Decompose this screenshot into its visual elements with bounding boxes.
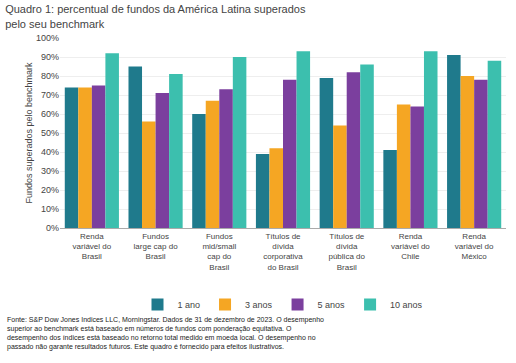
- svg-text:1 ano: 1 ano: [178, 300, 201, 310]
- svg-text:50%: 50%: [41, 128, 59, 138]
- svg-text:80%: 80%: [41, 71, 59, 81]
- svg-text:20%: 20%: [41, 185, 59, 195]
- svg-text:5 anos: 5 anos: [318, 300, 346, 310]
- svg-text:Fundoslarge cap doBrasil: Fundoslarge cap doBrasil: [134, 232, 179, 262]
- svg-text:70%: 70%: [41, 90, 59, 100]
- svg-text:Rendavariável doChile: Rendavariável doChile: [391, 232, 430, 262]
- svg-text:10%: 10%: [41, 204, 59, 214]
- svg-text:Títulos dedívidacorporativado: Títulos dedívidacorporativado Brasil: [263, 232, 303, 272]
- svg-text:Títulos dedívidapública doBras: Títulos dedívidapública doBrasil: [328, 232, 365, 272]
- svg-text:Quadro 1: percentual de fundos: Quadro 1: percentual de fundos da Améric…: [5, 3, 306, 29]
- svg-text:10 anos: 10 anos: [390, 300, 423, 310]
- svg-text:90%: 90%: [41, 52, 59, 62]
- svg-text:Fundosmid/smallcap doBrasil: Fundosmid/smallcap doBrasil: [202, 232, 236, 272]
- svg-text:40%: 40%: [41, 147, 59, 157]
- svg-text:60%: 60%: [41, 109, 59, 119]
- svg-text:3 anos: 3 anos: [245, 300, 273, 310]
- svg-text:100%: 100%: [36, 33, 59, 43]
- svg-text:Fonte: S&P Dow Jones Indices L: Fonte: S&P Dow Jones Indices LLC, Mornin…: [7, 316, 324, 351]
- svg-text:Rendavariável doMéxico: Rendavariável doMéxico: [455, 232, 494, 262]
- svg-text:30%: 30%: [41, 166, 59, 176]
- svg-text:Fundos superados pelo benchmar: Fundos superados pelo benchmark: [24, 62, 34, 204]
- svg-text:0%: 0%: [46, 223, 59, 233]
- svg-text:Rendavariável doBrasil: Rendavariável doBrasil: [73, 232, 112, 262]
